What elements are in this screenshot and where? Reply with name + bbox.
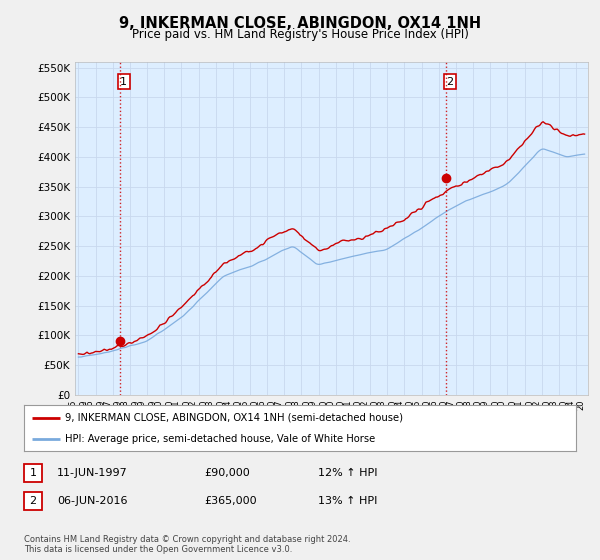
Text: 9, INKERMAN CLOSE, ABINGDON, OX14 1NH (semi-detached house): 9, INKERMAN CLOSE, ABINGDON, OX14 1NH (s… [65, 413, 403, 423]
Text: 11-JUN-1997: 11-JUN-1997 [57, 468, 128, 478]
Text: 2: 2 [446, 77, 454, 87]
Text: 1: 1 [120, 77, 127, 87]
Text: Price paid vs. HM Land Registry's House Price Index (HPI): Price paid vs. HM Land Registry's House … [131, 28, 469, 41]
Text: 2: 2 [29, 496, 37, 506]
Text: 06-JUN-2016: 06-JUN-2016 [57, 496, 128, 506]
Text: 12% ↑ HPI: 12% ↑ HPI [318, 468, 377, 478]
Text: £365,000: £365,000 [204, 496, 257, 506]
Text: 13% ↑ HPI: 13% ↑ HPI [318, 496, 377, 506]
Text: 1: 1 [29, 468, 37, 478]
Text: £90,000: £90,000 [204, 468, 250, 478]
Text: Contains HM Land Registry data © Crown copyright and database right 2024.
This d: Contains HM Land Registry data © Crown c… [24, 535, 350, 554]
Text: HPI: Average price, semi-detached house, Vale of White Horse: HPI: Average price, semi-detached house,… [65, 434, 376, 444]
Text: 9, INKERMAN CLOSE, ABINGDON, OX14 1NH: 9, INKERMAN CLOSE, ABINGDON, OX14 1NH [119, 16, 481, 31]
